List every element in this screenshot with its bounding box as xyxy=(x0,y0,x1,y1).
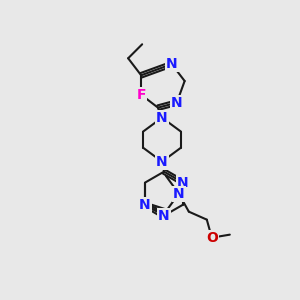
Text: N: N xyxy=(171,96,183,110)
Text: F: F xyxy=(136,88,146,102)
Text: N: N xyxy=(156,111,168,125)
Text: N: N xyxy=(173,187,184,201)
Text: N: N xyxy=(156,155,168,169)
Text: O: O xyxy=(206,231,218,245)
Text: N: N xyxy=(158,209,170,223)
Text: N: N xyxy=(139,198,151,212)
Text: N: N xyxy=(166,57,178,71)
Text: N: N xyxy=(177,176,189,190)
